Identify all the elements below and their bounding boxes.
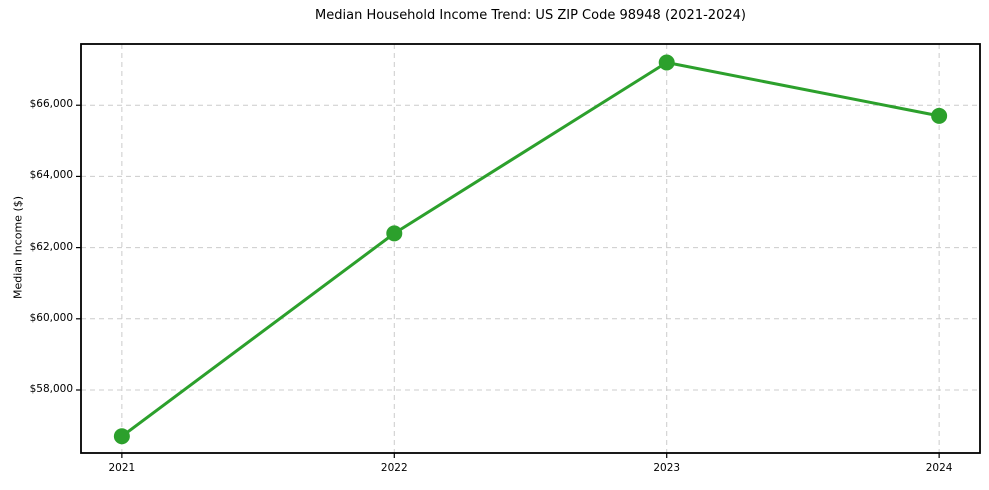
data-point-2024 xyxy=(931,107,948,124)
plot-border xyxy=(80,43,981,454)
y-tick-label: $62,000 xyxy=(29,240,73,253)
y-tick-label: $64,000 xyxy=(29,169,73,182)
data-point-2021 xyxy=(113,428,130,445)
data-point-2023 xyxy=(658,54,675,71)
y-tick-label: $60,000 xyxy=(29,311,73,324)
data-point-2022 xyxy=(386,225,403,242)
x-tick-label: 2023 xyxy=(653,462,681,474)
chart-title: Median Household Income Trend: US ZIP Co… xyxy=(315,8,746,23)
y-tick-label: $58,000 xyxy=(29,382,73,395)
x-tick-label: 2022 xyxy=(380,462,408,474)
data-line xyxy=(120,61,941,438)
x-tick-label: 2024 xyxy=(925,462,953,474)
y-tick-label: $66,000 xyxy=(29,98,73,111)
x-tick-label: 2021 xyxy=(108,462,136,474)
